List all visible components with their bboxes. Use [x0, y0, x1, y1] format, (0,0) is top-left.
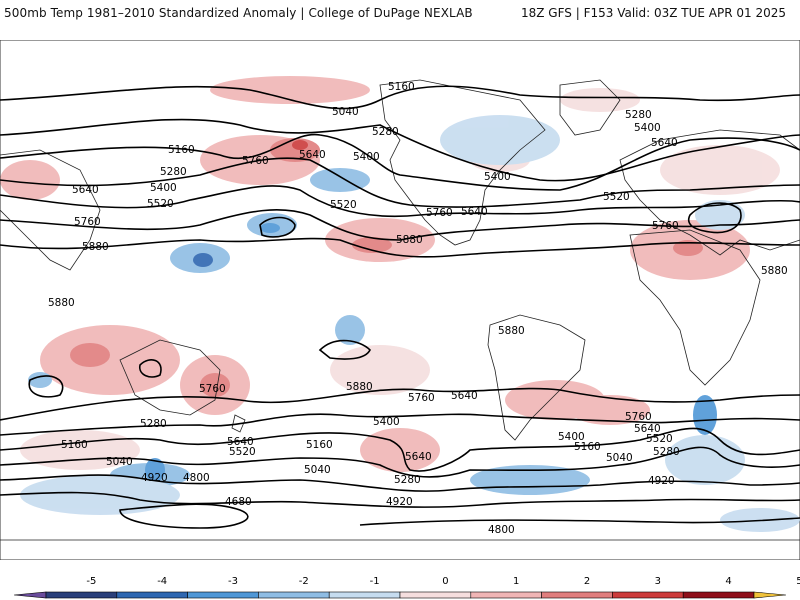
- contour-label: 4920: [141, 472, 168, 484]
- contour-labels-north: 5160 5040 5280 5160 5400 5280 5640 5760 …: [48, 81, 788, 309]
- colorbar-segment: [13, 591, 47, 599]
- contour-label: 5520: [229, 446, 256, 458]
- contour-label: 5640: [634, 423, 661, 435]
- colorbar-segment: [753, 591, 787, 599]
- contour-label: 5760: [426, 207, 453, 219]
- colorbar-segment: [470, 591, 542, 599]
- colorbar-segments: [13, 591, 787, 599]
- contour-label: 5760: [199, 383, 226, 395]
- contour-label: 5760: [625, 411, 652, 423]
- contour-label: 5520: [330, 199, 357, 211]
- colorbar-segment: [116, 591, 188, 599]
- contour-label: 5640: [299, 149, 326, 161]
- contour-label: 4800: [488, 524, 515, 536]
- contour-label: 5880: [498, 325, 525, 337]
- run-info: 18Z GFS | F153 Valid: 03Z TUE APR 01 202…: [520, 6, 786, 20]
- contour-label: 4680: [225, 496, 252, 508]
- colorbar-segment: [612, 591, 684, 599]
- contour-label: 5040: [106, 456, 133, 468]
- contour-label: 5640: [72, 184, 99, 196]
- contour-label: 5760: [408, 392, 435, 404]
- colorbar-segment: [541, 591, 613, 599]
- contour-label: 5880: [82, 241, 109, 253]
- colorbar-tick-label: -1: [370, 576, 380, 587]
- contour-label: 5040: [332, 106, 359, 118]
- contour-label: 5400: [484, 171, 511, 183]
- colorbar-segment: [258, 591, 330, 599]
- contour-labels-south: 5880 5760 5640 5880 5760 5640 5520 5400 …: [61, 325, 680, 536]
- contour-label: 5280: [160, 166, 187, 178]
- contour-label: 5160: [168, 144, 195, 156]
- contour-label: 5640: [227, 436, 254, 448]
- height-contours: [0, 85, 800, 529]
- contour-label: 5880: [761, 265, 788, 277]
- contour-label: 5520: [147, 198, 174, 210]
- contour-label: 5880: [396, 234, 423, 246]
- colorbar-segment: [682, 591, 755, 599]
- contour-label: 5640: [451, 390, 478, 402]
- contour-label: 5400: [373, 416, 400, 428]
- contour-label: 5280: [653, 446, 680, 458]
- colorbar-tick-label: 0: [442, 576, 448, 587]
- contour-label: 5280: [372, 126, 399, 138]
- contour-label: 5160: [388, 81, 415, 93]
- anomaly-colorbar: -5 -4 -3 -2 -1 0 1 2 3 4 5: [13, 576, 800, 599]
- colorbar-tick-label: 3: [655, 576, 661, 587]
- map-title: 500mb Temp 1981–2010 Standardized Anomal…: [4, 6, 473, 20]
- contour-label: 5040: [606, 452, 633, 464]
- contour-label: 5280: [625, 109, 652, 121]
- contour-label: 5160: [574, 441, 601, 453]
- contour-label: 5160: [61, 439, 88, 451]
- colorbar-tick-label: -2: [299, 576, 309, 587]
- contour-label: 5760: [652, 220, 679, 232]
- colorbar-ticks: -5 -4 -3 -2 -1 0 1 2 3 4 5: [86, 576, 800, 587]
- colorbar-segment: [187, 591, 259, 599]
- colorbar-segment: [45, 591, 118, 599]
- contour-label: 5880: [346, 381, 373, 393]
- colorbar-tick-label: 2: [584, 576, 590, 587]
- contour-label: 5520: [603, 191, 630, 203]
- contour-label: 5640: [651, 137, 678, 149]
- colorbar-tick-label: 5: [796, 576, 800, 587]
- contour-label: 5280: [140, 418, 167, 430]
- contour-label: 4800: [183, 472, 210, 484]
- contour-label: 5520: [646, 433, 673, 445]
- contour-label: 5280: [394, 474, 421, 486]
- colorbar-tick-label: -3: [228, 576, 238, 587]
- contour-label: 5160: [306, 439, 333, 451]
- anomaly-map: 5160 5040 5280 5160 5400 5280 5640 5760 …: [0, 40, 800, 560]
- contour-label: 5760: [74, 216, 101, 228]
- contour-label: 5400: [634, 122, 661, 134]
- contour-label: 4920: [386, 496, 413, 508]
- contour-label: 5400: [353, 151, 380, 163]
- contour-label: 5640: [405, 451, 432, 463]
- colorbar-tick-label: 1: [513, 576, 519, 587]
- contour-label: 5760: [242, 155, 269, 167]
- contour-label: 5040: [304, 464, 331, 476]
- contour-label: 5400: [558, 431, 585, 443]
- contour-label: 5400: [150, 182, 177, 194]
- contour-label: 5640: [461, 206, 488, 218]
- colorbar-tick-label: -5: [86, 576, 96, 587]
- contour-label: 5880: [48, 297, 75, 309]
- colorbar-segment: [399, 591, 472, 599]
- anomaly-shading: [0, 76, 800, 532]
- colorbar-tick-label: -4: [157, 576, 167, 587]
- colorbar-segment: [328, 591, 401, 599]
- contour-label: 4920: [648, 475, 675, 487]
- colorbar-tick-label: 4: [725, 576, 731, 587]
